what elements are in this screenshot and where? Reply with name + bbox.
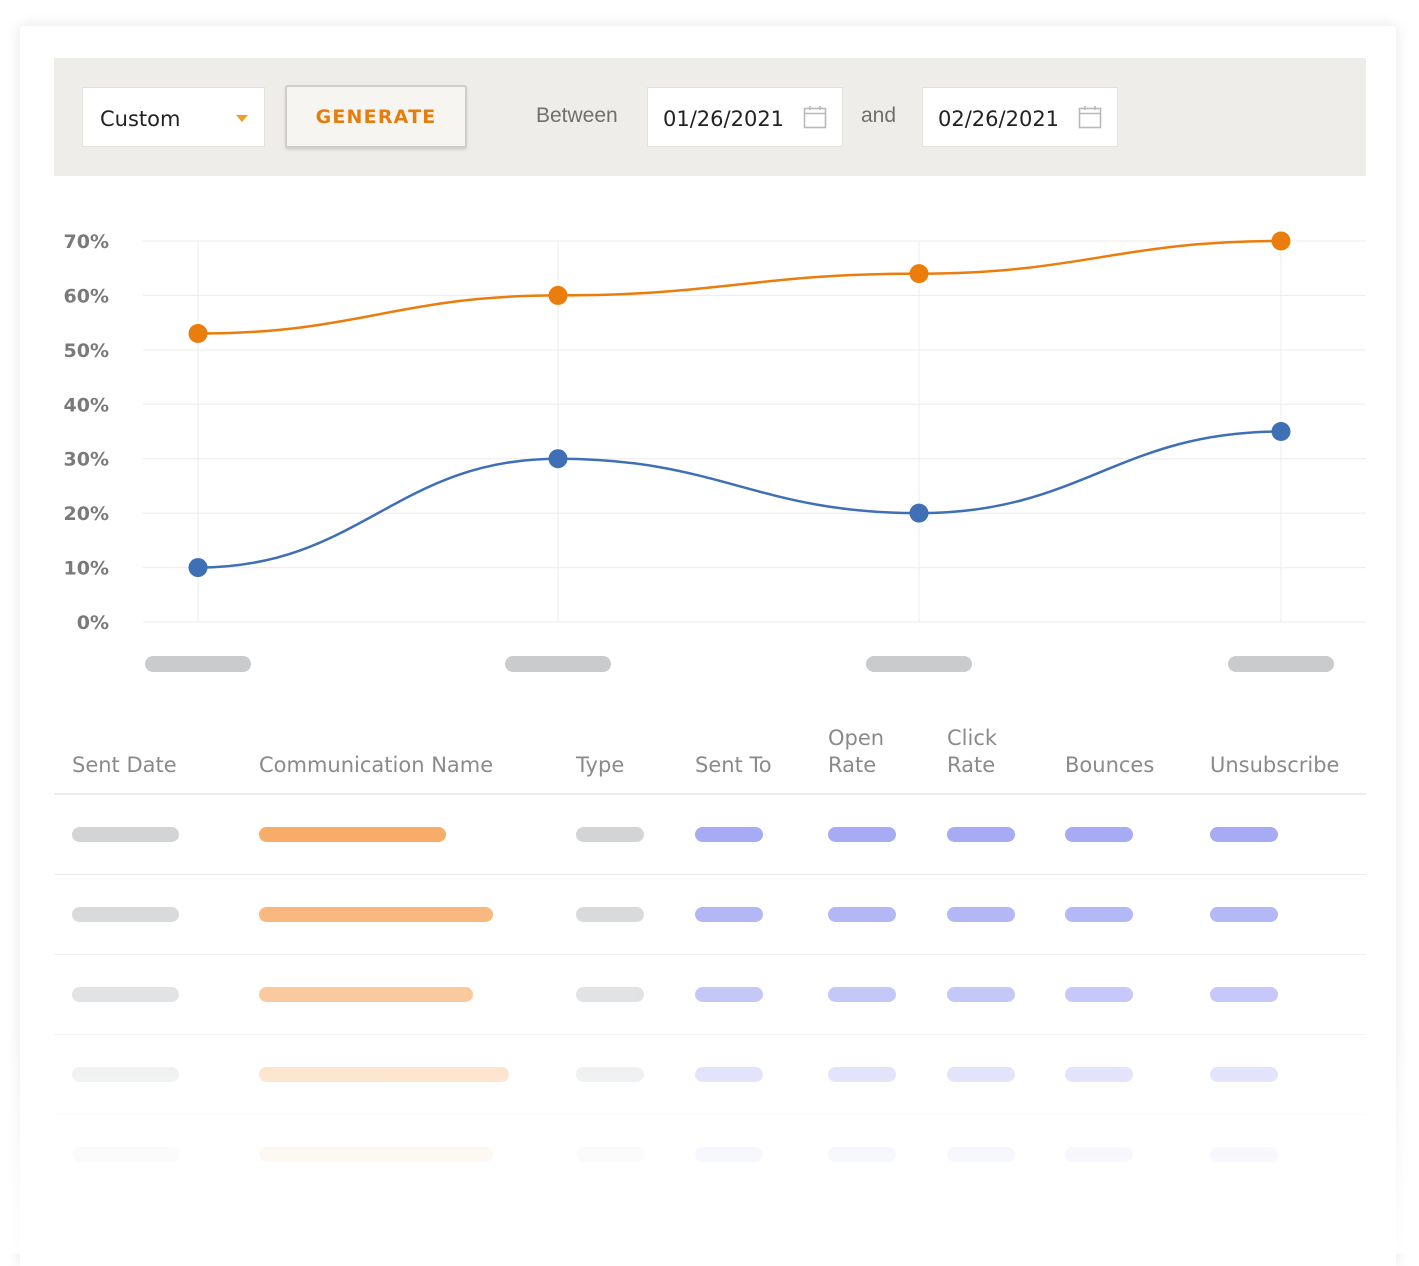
row-divider <box>54 954 1366 955</box>
cell-placeholder <box>259 1067 509 1082</box>
row-divider <box>54 1034 1366 1035</box>
cell-placeholder <box>259 987 473 1002</box>
column-header-unsubscribe: Unsubscribe <box>1210 753 1340 777</box>
data-point <box>548 285 568 305</box>
cell-placeholder <box>828 907 896 922</box>
data-point <box>548 449 568 469</box>
cell-placeholder <box>947 1067 1015 1082</box>
cell-placeholder <box>72 987 179 1002</box>
cell-placeholder <box>259 827 446 842</box>
data-point <box>909 503 929 523</box>
y-tick-label: 20% <box>64 503 109 525</box>
cell-placeholder <box>1065 907 1133 922</box>
cell-placeholder <box>576 827 644 842</box>
cell-placeholder <box>72 827 179 842</box>
cell-placeholder <box>947 827 1015 842</box>
chevron-down-icon <box>236 115 248 122</box>
cell-placeholder <box>947 907 1015 922</box>
cell-placeholder <box>72 907 179 922</box>
column-header-sent-to: Sent To <box>695 753 772 777</box>
cell-placeholder <box>1210 827 1278 842</box>
and-label: and <box>861 104 897 127</box>
y-tick-label: 10% <box>64 558 109 580</box>
cell-placeholder <box>828 987 896 1002</box>
data-point <box>188 324 208 344</box>
start-date-field[interactable]: 01/26/2021 <box>647 87 843 147</box>
column-header-type: Type <box>576 753 625 777</box>
data-point <box>188 558 208 578</box>
cell-placeholder <box>1210 1067 1278 1082</box>
cell-placeholder <box>72 1067 179 1082</box>
y-tick-label: 50% <box>64 340 109 362</box>
report-toolbar: Custom GENERATE Between 01/26/2021 and 0… <box>54 58 1366 176</box>
column-header-open-rate: Open Rate <box>828 726 885 777</box>
y-tick-label: 40% <box>64 394 109 416</box>
table-header-divider <box>54 793 1366 795</box>
cell-placeholder <box>576 987 644 1002</box>
cell-placeholder <box>695 1147 763 1162</box>
cell-placeholder <box>1065 1147 1133 1162</box>
cell-placeholder <box>259 1147 493 1162</box>
y-tick-label: 60% <box>64 285 109 307</box>
generate-button[interactable]: GENERATE <box>285 85 467 148</box>
column-header-bounces: Bounces <box>1065 753 1155 777</box>
cell-placeholder <box>695 987 763 1002</box>
data-point <box>1271 422 1291 441</box>
cell-placeholder <box>695 1067 763 1082</box>
cell-placeholder <box>1210 1147 1278 1162</box>
between-label: Between <box>536 104 618 127</box>
y-tick-label: 0% <box>77 612 109 634</box>
x-tick-label-placeholder <box>145 656 251 672</box>
cell-placeholder <box>576 1147 644 1162</box>
end-date-field[interactable]: 02/26/2021 <box>922 87 1118 147</box>
y-tick-label: 70% <box>64 231 109 253</box>
row-divider <box>54 1114 1366 1115</box>
cell-placeholder <box>72 1147 179 1162</box>
cell-placeholder <box>828 1067 896 1082</box>
column-header-click-rate: Click Rate <box>947 726 998 777</box>
rate-line-chart: 70% 60% 50% 40% 30% 20% 10% 0% <box>64 231 1366 672</box>
cell-placeholder <box>1210 907 1278 922</box>
cell-placeholder <box>1065 987 1133 1002</box>
series-line <box>197 430 1282 569</box>
data-point <box>909 264 929 284</box>
cell-placeholder <box>947 1147 1015 1162</box>
date-range-select-value: Custom <box>100 107 181 131</box>
calendar-icon[interactable] <box>1078 105 1102 129</box>
cell-placeholder <box>947 987 1015 1002</box>
calendar-icon[interactable] <box>803 105 827 129</box>
cell-placeholder <box>695 907 763 922</box>
series-line <box>197 239 1282 335</box>
cell-placeholder <box>828 827 896 842</box>
data-point <box>1271 231 1291 251</box>
end-date-value: 02/26/2021 <box>938 107 1060 131</box>
column-header-communication-name: Communication Name <box>259 753 494 777</box>
start-date-value: 01/26/2021 <box>663 107 785 131</box>
x-tick-label-placeholder <box>505 656 611 672</box>
x-tick-label-placeholder <box>1228 656 1334 672</box>
cell-placeholder <box>1210 987 1278 1002</box>
cell-placeholder <box>1065 1067 1133 1082</box>
column-header-sent-date: Sent Date <box>72 753 177 777</box>
cell-placeholder <box>259 907 493 922</box>
cell-placeholder <box>576 1067 644 1082</box>
cell-placeholder <box>576 907 644 922</box>
y-tick-label: 30% <box>64 449 109 471</box>
x-tick-label-placeholder <box>866 656 972 672</box>
cell-placeholder <box>828 1147 896 1162</box>
date-range-select[interactable]: Custom <box>82 87 265 147</box>
row-divider <box>54 874 1366 875</box>
cell-placeholder <box>1065 827 1133 842</box>
cell-placeholder <box>695 827 763 842</box>
